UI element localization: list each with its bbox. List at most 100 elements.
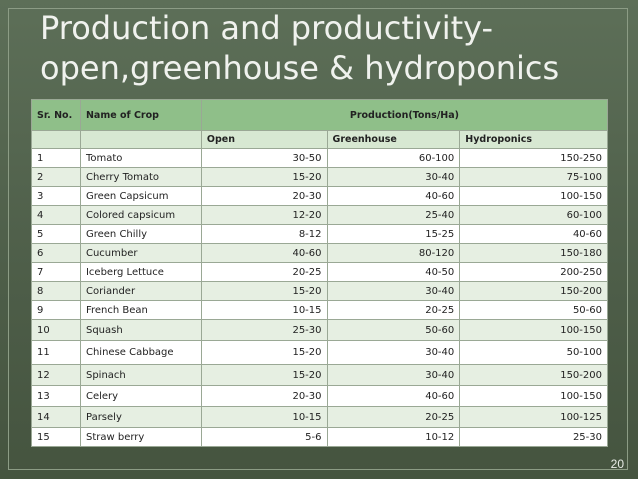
cell-crop-name: Celery <box>79 385 202 407</box>
subheader-open: Open <box>200 130 328 149</box>
cell-open: 40-60 <box>200 243 328 263</box>
table-row: 12 Spinach 15-20 30-40 150-200 <box>31 364 608 386</box>
table-row: 4 Colored capsicum 12-20 25-40 60-100 <box>31 205 608 225</box>
slide-title: Production and productivity- open,greenh… <box>40 8 620 88</box>
cell-crop-name: Colored capsicum <box>79 205 202 225</box>
subheader-empty <box>79 130 202 149</box>
cell-greenhouse: 40-60 <box>326 385 461 407</box>
cell-crop-name: Iceberg Lettuce <box>79 262 202 282</box>
table-body: 1 Tomato 30-50 60-100 150-250 2 Cherry Tomato 1… <box>31 148 608 447</box>
header-crop-name: Name of Crop <box>79 99 202 131</box>
cell-hydroponics: 40-60 <box>459 224 608 244</box>
cell-sr-no: 12 <box>31 364 81 386</box>
cell-greenhouse: 40-60 <box>326 186 461 206</box>
subheader-greenhouse: Greenhouse <box>326 130 461 149</box>
table-row: 10 Squash 25-30 50-60 100-150 <box>31 319 608 341</box>
table-row: 11 Chinese Cabbage 15-20 30-40 50-100 <box>31 340 608 365</box>
header-sr-no: Sr. No. <box>31 99 81 131</box>
cell-hydroponics: 100-150 <box>459 319 608 341</box>
page-number: 20 <box>610 457 624 471</box>
cell-sr-no: 3 <box>31 186 81 206</box>
cell-crop-name: Chinese Cabbage <box>79 340 202 365</box>
cell-greenhouse: 30-40 <box>326 364 461 386</box>
subheader-hydroponics: Hydroponics <box>459 130 608 149</box>
title-line-1: Production and productivity- <box>40 9 494 47</box>
table-row: 2 Cherry Tomato 15-20 30-40 75-100 <box>31 167 608 187</box>
table-row: 3 Green Capsicum 20-30 40-60 100-150 <box>31 186 608 206</box>
cell-crop-name: Green Chilly <box>79 224 202 244</box>
production-table: Sr. No. Name of Crop Production(Tons/Ha)… <box>31 99 609 447</box>
cell-hydroponics: 150-200 <box>459 281 608 301</box>
table-row: 5 Green Chilly 8-12 15-25 40-60 <box>31 224 608 244</box>
cell-sr-no: 4 <box>31 205 81 225</box>
cell-open: 10-15 <box>200 406 328 428</box>
cell-greenhouse: 15-25 <box>326 224 461 244</box>
table-row: 8 Coriander 15-20 30-40 150-200 <box>31 281 608 301</box>
cell-sr-no: 10 <box>31 319 81 341</box>
table-row: 13 Celery 20-30 40-60 100-150 <box>31 385 608 407</box>
cell-crop-name: Cherry Tomato <box>79 167 202 187</box>
cell-sr-no: 6 <box>31 243 81 263</box>
slide-frame <box>8 8 628 470</box>
cell-hydroponics: 100-125 <box>459 406 608 428</box>
cell-greenhouse: 30-40 <box>326 167 461 187</box>
title-line-2: open,greenhouse & hydroponics <box>40 49 560 87</box>
cell-greenhouse: 40-50 <box>326 262 461 282</box>
cell-crop-name: Green Capsicum <box>79 186 202 206</box>
cell-greenhouse: 30-40 <box>326 340 461 365</box>
cell-open: 8-12 <box>200 224 328 244</box>
cell-greenhouse: 20-25 <box>326 300 461 320</box>
cell-greenhouse: 50-60 <box>326 319 461 341</box>
cell-crop-name: Parsely <box>79 406 202 428</box>
cell-sr-no: 8 <box>31 281 81 301</box>
cell-sr-no: 14 <box>31 406 81 428</box>
cell-open: 15-20 <box>200 364 328 386</box>
cell-open: 15-20 <box>200 167 328 187</box>
cell-crop-name: Tomato <box>79 148 202 168</box>
cell-crop-name: Squash <box>79 319 202 341</box>
cell-hydroponics: 150-180 <box>459 243 608 263</box>
cell-open: 30-50 <box>200 148 328 168</box>
cell-greenhouse: 20-25 <box>326 406 461 428</box>
cell-greenhouse: 80-120 <box>326 243 461 263</box>
cell-sr-no: 7 <box>31 262 81 282</box>
cell-open: 12-20 <box>200 205 328 225</box>
cell-sr-no: 15 <box>31 427 81 447</box>
cell-hydroponics: 100-150 <box>459 385 608 407</box>
cell-hydroponics: 50-60 <box>459 300 608 320</box>
cell-hydroponics: 75-100 <box>459 167 608 187</box>
cell-sr-no: 11 <box>31 340 81 365</box>
cell-open: 5-6 <box>200 427 328 447</box>
cell-open: 15-20 <box>200 340 328 365</box>
cell-hydroponics: 25-30 <box>459 427 608 447</box>
cell-sr-no: 5 <box>31 224 81 244</box>
cell-open: 25-30 <box>200 319 328 341</box>
table-row: 9 French Bean 10-15 20-25 50-60 <box>31 300 608 320</box>
cell-greenhouse: 10-12 <box>326 427 461 447</box>
cell-greenhouse: 60-100 <box>326 148 461 168</box>
cell-crop-name: Cucumber <box>79 243 202 263</box>
table-row: 14 Parsely 10-15 20-25 100-125 <box>31 406 608 428</box>
table-row: 15 Straw berry 5-6 10-12 25-30 <box>31 427 608 447</box>
header-production: Production(Tons/Ha) <box>200 99 609 131</box>
cell-open: 15-20 <box>200 281 328 301</box>
cell-hydroponics: 50-100 <box>459 340 608 365</box>
cell-crop-name: Coriander <box>79 281 202 301</box>
cell-crop-name: Straw berry <box>79 427 202 447</box>
table-row: 1 Tomato 30-50 60-100 150-250 <box>31 148 608 168</box>
cell-sr-no: 13 <box>31 385 81 407</box>
cell-sr-no: 1 <box>31 148 81 168</box>
cell-hydroponics: 60-100 <box>459 205 608 225</box>
cell-open: 20-30 <box>200 186 328 206</box>
cell-crop-name: French Bean <box>79 300 202 320</box>
cell-open: 20-30 <box>200 385 328 407</box>
cell-hydroponics: 150-200 <box>459 364 608 386</box>
cell-crop-name: Spinach <box>79 364 202 386</box>
table-row: 7 Iceberg Lettuce 20-25 40-50 200-250 <box>31 262 608 282</box>
cell-greenhouse: 25-40 <box>326 205 461 225</box>
cell-open: 10-15 <box>200 300 328 320</box>
cell-sr-no: 2 <box>31 167 81 187</box>
cell-sr-no: 9 <box>31 300 81 320</box>
cell-greenhouse: 30-40 <box>326 281 461 301</box>
cell-hydroponics: 100-150 <box>459 186 608 206</box>
